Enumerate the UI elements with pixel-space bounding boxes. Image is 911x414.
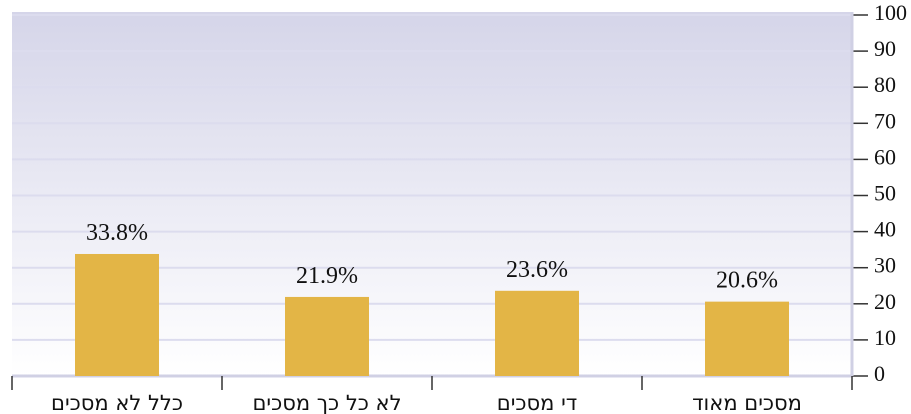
y-tick-label: 80	[874, 72, 896, 97]
x-tick-label: מסכים מאוד	[692, 391, 802, 414]
x-tick-label: לא כל כך מסכים	[252, 391, 401, 414]
y-tick-label: 10	[874, 325, 896, 350]
x-tick-label: כלל לא מסכים	[51, 391, 183, 414]
y-tick-label: 50	[874, 181, 896, 206]
y-tick-label: 60	[874, 144, 896, 169]
y-tick-label: 0	[874, 361, 885, 386]
y-tick-label: 90	[874, 36, 896, 61]
bar	[495, 290, 579, 376]
y-tick-label: 100	[874, 0, 907, 25]
y-tick-label: 70	[874, 108, 896, 133]
value-label: 21.9%	[296, 263, 358, 289]
value-label: 23.6%	[506, 257, 568, 283]
x-tick-label: די מסכים	[497, 391, 577, 414]
bar	[285, 296, 369, 376]
bar	[705, 301, 789, 376]
bar	[75, 253, 159, 376]
value-label: 33.8%	[86, 220, 148, 246]
y-tick-label: 30	[874, 253, 896, 278]
y-tick-label: 20	[874, 289, 896, 314]
value-label: 20.6%	[716, 268, 778, 294]
y-tick-label: 40	[874, 217, 896, 242]
